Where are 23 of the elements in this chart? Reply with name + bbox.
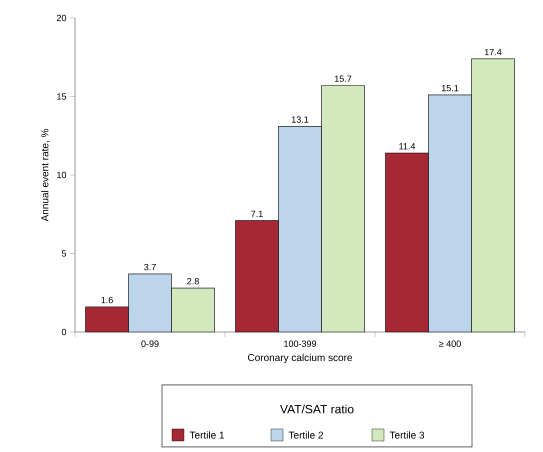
data-label: 7.1: [251, 210, 263, 217]
legend-label: Tertile 3: [390, 431, 424, 439]
x-tick-label: ≥ 400: [439, 340, 461, 347]
x-tick-label: 0-99: [141, 340, 159, 347]
data-label: 15.7: [334, 76, 352, 82]
legend-title: VAT/SAT ratio: [280, 404, 354, 414]
legend-label: Tertile 2: [288, 431, 324, 439]
y-tick-label: 20: [56, 14, 66, 22]
data-label: 17.4: [484, 48, 502, 56]
y-tick-label: 15: [57, 93, 66, 100]
x-tick-label: 100-399: [284, 340, 316, 347]
y-tick-label: 5: [62, 250, 66, 257]
data-label: 15.1: [442, 85, 458, 92]
data-label: 3.7: [144, 264, 156, 270]
data-label: 11.4: [399, 143, 416, 150]
x-axis-title: Coronary calcium score: [248, 354, 352, 364]
data-label: 2.8: [187, 278, 199, 284]
y-tick-label: 0: [62, 328, 66, 336]
legend-label: Tertile 1: [190, 431, 224, 439]
data-label: 1.6: [101, 296, 113, 304]
data-label: 13.1: [292, 116, 308, 123]
y-axis-title: Annual event rate, %: [41, 128, 50, 222]
y-tick-label: 10: [57, 172, 66, 178]
